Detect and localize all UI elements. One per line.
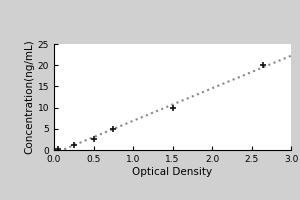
X-axis label: Optical Density: Optical Density xyxy=(132,167,213,177)
Y-axis label: Concentration(ng/mL): Concentration(ng/mL) xyxy=(25,40,35,154)
